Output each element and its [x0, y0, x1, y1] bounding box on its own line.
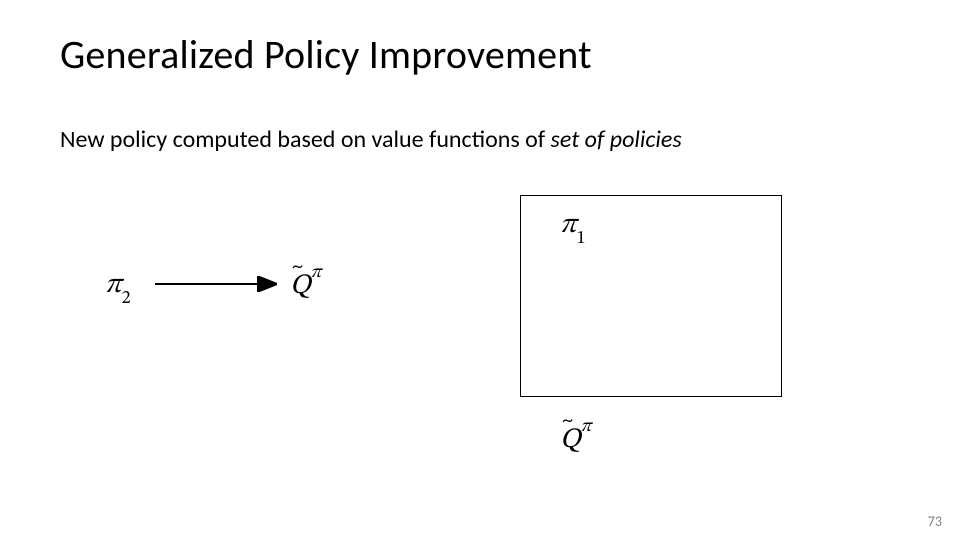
diagram: π2 ~ Q π π1 ~ Q π	[0, 0, 960, 540]
arrow-pi2-to-q	[0, 0, 960, 540]
q-pi1-tilde: ~	[562, 409, 573, 434]
node-pi2: π2	[105, 268, 130, 307]
pi1-sub: 1	[577, 230, 586, 248]
pi2-base: π	[105, 271, 122, 299]
q-pi2-sup: π	[311, 264, 322, 282]
node-q-pi2: ~ Q π	[290, 268, 321, 304]
node-pi1: π1	[560, 208, 585, 247]
slide: Generalized Policy Improvement New polic…	[0, 0, 960, 540]
q-pi1-sup: π	[581, 418, 592, 436]
pi2-sub: 2	[122, 290, 131, 308]
page-number: 73	[928, 513, 942, 530]
q-pi2-tilde: ~	[292, 255, 303, 280]
node-q-pi1: ~ Q π	[560, 422, 591, 458]
pi1-base: π	[560, 211, 577, 239]
